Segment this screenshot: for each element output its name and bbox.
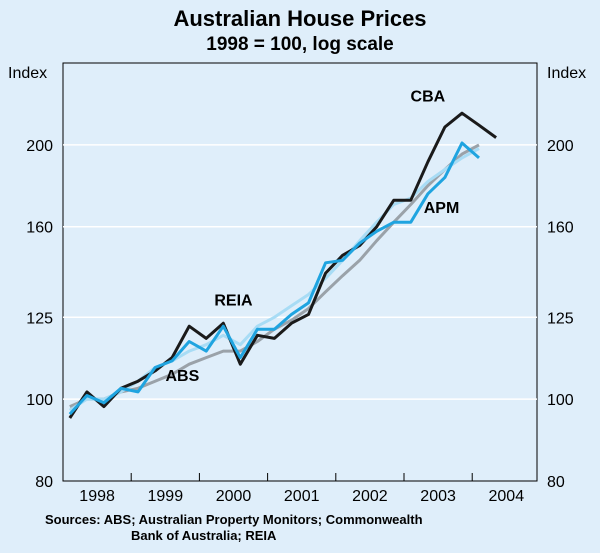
y-tick-label-left: 125 — [26, 310, 53, 327]
sources-line-1: Sources: ABS; Australian Property Monito… — [45, 512, 423, 527]
series-line-cba — [68, 111, 497, 419]
series-label-reia: REIA — [214, 293, 253, 310]
series-label-cba: CBA — [411, 89, 446, 106]
x-tick-label: 2003 — [420, 488, 456, 505]
y-tick-label-left: 200 — [26, 138, 53, 155]
x-tick-label: 1999 — [148, 488, 184, 505]
x-tick-label: 2000 — [216, 488, 252, 505]
chart-subtitle: 1998 = 100, log scale — [206, 34, 394, 55]
sources-line-2: Bank of Australia; REIA — [131, 528, 277, 543]
y-axis-label-right: Index — [547, 65, 586, 82]
x-tick-label: 2002 — [352, 488, 388, 505]
y-tick-label-right: 200 — [547, 138, 574, 155]
y-tick-label-right: 125 — [547, 310, 574, 327]
series-label-apm: APM — [424, 200, 460, 217]
x-tick-label: 2004 — [489, 488, 525, 505]
plot-frame — [62, 62, 538, 482]
y-tick-label-right: 80 — [547, 474, 565, 491]
sources-note: Sources: ABS; Australian Property Monito… — [45, 512, 565, 544]
y-tick-label-right: 100 — [547, 392, 574, 409]
x-tick-label: 2001 — [284, 488, 320, 505]
x-tick-label: 1998 — [79, 488, 115, 505]
y-tick-label-left: 80 — [35, 474, 53, 491]
y-tick-label-left: 160 — [26, 220, 53, 237]
y-tick-label-right: 160 — [547, 220, 574, 237]
y-tick-label-left: 100 — [26, 392, 53, 409]
chart-title: Australian House Prices — [173, 6, 427, 31]
series-label-abs: ABS — [165, 368, 199, 385]
y-axis-label-left: Index — [8, 65, 47, 82]
series-line-apm — [68, 141, 480, 416]
